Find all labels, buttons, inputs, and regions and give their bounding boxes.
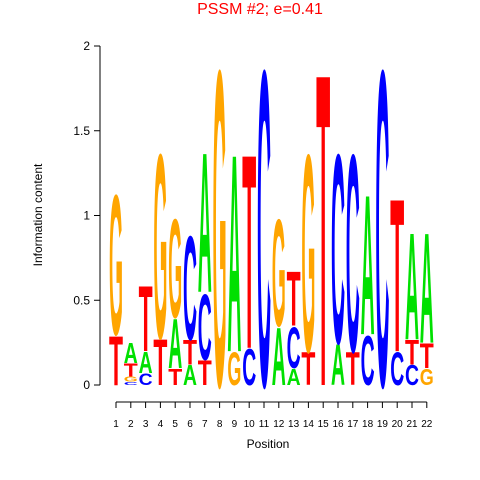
logo-letter: T (346, 344, 360, 396)
logo-letter: A (183, 359, 197, 391)
logo-letter: C (405, 359, 419, 391)
x-tick-label: 20 (392, 419, 404, 430)
logo-letter: C (257, 0, 271, 480)
chart-title: PSSM #2; e=0.41 (197, 1, 323, 18)
logo-letter: G (168, 191, 182, 348)
logo-letter: G (109, 154, 123, 378)
logo-letter: C (198, 276, 212, 380)
logo-letter: C (124, 381, 138, 386)
x-tick-label: 2 (128, 419, 134, 430)
logo-letter: A (361, 154, 375, 378)
logo-letter: A (168, 305, 182, 384)
logo-letter: G (213, 0, 227, 480)
logo-letter: C (375, 0, 389, 480)
logo-letter: T (420, 336, 434, 376)
y-axis-label: Information content (31, 163, 45, 266)
logo-letter: A (272, 310, 286, 403)
x-tick-label: 17 (347, 419, 359, 430)
logo-letter: T (183, 333, 197, 373)
y-tick-label: 2 (83, 39, 90, 53)
x-tick-label: 21 (406, 419, 418, 430)
x-tick-label: 7 (202, 419, 208, 430)
logo-letter: C (139, 371, 153, 389)
y-tick-label: 1.5 (73, 124, 90, 138)
x-tick-label: 8 (217, 419, 223, 430)
x-tick-label: 10 (244, 419, 256, 430)
x-tick-label: 5 (172, 419, 178, 430)
x-tick-label: 13 (288, 419, 300, 430)
logo-letter: T (139, 268, 153, 372)
x-tick-label: 3 (143, 419, 149, 430)
logo-letter: A (420, 199, 434, 376)
logo-letter: G (420, 365, 434, 390)
logo-letter: T (198, 353, 212, 393)
x-tick-label: 1 (113, 419, 119, 430)
x-tick-label: 18 (362, 419, 374, 430)
logo-letter: C (242, 339, 256, 397)
logo-letter: G (124, 375, 138, 383)
y-tick-label: 0.5 (73, 293, 90, 307)
x-tick-label: 9 (232, 419, 238, 430)
logo-letter: T (168, 365, 183, 390)
x-axis-label: Position (247, 437, 290, 451)
logo-letter: T (242, 96, 256, 407)
x-tick-label: 4 (158, 419, 164, 430)
y-tick-label: 0 (83, 378, 90, 392)
x-tick-label: 11 (259, 419, 270, 430)
logo-letter: C (361, 322, 375, 401)
logo-letter: T (109, 322, 123, 401)
logo-letter: A (124, 337, 138, 369)
logo-letter: C (331, 97, 345, 400)
x-tick-label: 16 (332, 419, 344, 430)
logo-letter: T (316, 0, 330, 480)
logo-letter: A (331, 333, 345, 398)
logo-letter: T (301, 344, 315, 396)
logo-letter: A (139, 347, 153, 381)
logo-letter: C (183, 206, 197, 372)
logo-letter: G (153, 99, 167, 394)
logo-letter: G (272, 188, 286, 360)
logo-letter: C (287, 316, 301, 381)
logo-letter: A (227, 97, 241, 412)
logo-letter: T (390, 152, 404, 397)
logo-letter: T (153, 327, 167, 400)
logo-letter: A (287, 365, 301, 390)
x-tick-label: 22 (421, 419, 433, 430)
logo-letter: G (301, 97, 315, 412)
logo-letter: C (390, 344, 404, 396)
logo-letter: A (405, 201, 419, 373)
x-tick-label: 14 (303, 419, 315, 430)
x-tick-label: 12 (273, 419, 285, 430)
logo-letter: T (405, 333, 419, 373)
y-tick-label: 1 (83, 209, 90, 223)
x-tick-label: 6 (187, 419, 193, 430)
logo-letter: T (124, 359, 138, 380)
logo-letter: A (198, 111, 212, 335)
x-tick-label: 19 (377, 419, 389, 430)
logo-letter: C (346, 97, 360, 412)
x-tick-label: 15 (318, 419, 330, 430)
logo-letter: T (287, 255, 301, 342)
logo-letter: G (227, 344, 241, 396)
